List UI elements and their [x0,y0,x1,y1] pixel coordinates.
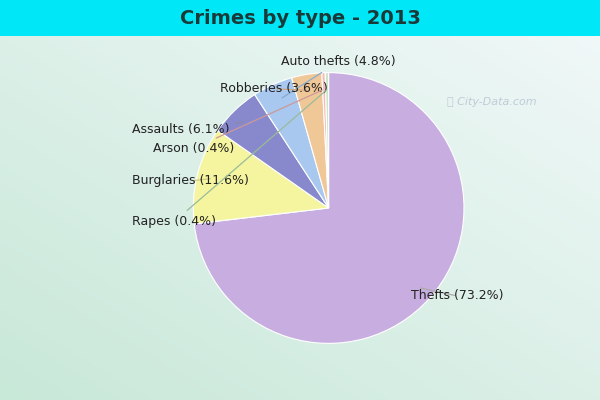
Wedge shape [292,73,329,208]
Text: Burglaries (11.6%): Burglaries (11.6%) [133,174,249,188]
Text: Assaults (6.1%): Assaults (6.1%) [133,122,244,136]
Text: Arson (0.4%): Arson (0.4%) [152,90,322,155]
Text: Rapes (0.4%): Rapes (0.4%) [133,91,326,228]
Text: ⓘ City-Data.com: ⓘ City-Data.com [447,96,537,106]
Text: Crimes by type - 2013: Crimes by type - 2013 [179,8,421,28]
Wedge shape [193,130,329,224]
Text: Robberies (3.6%): Robberies (3.6%) [220,82,328,95]
Text: Thefts (73.2%): Thefts (73.2%) [411,288,503,302]
Wedge shape [218,94,329,208]
Text: Auto thefts (4.8%): Auto thefts (4.8%) [281,55,396,98]
Wedge shape [325,73,329,208]
Wedge shape [255,78,329,208]
Wedge shape [322,73,329,208]
Wedge shape [194,73,464,343]
